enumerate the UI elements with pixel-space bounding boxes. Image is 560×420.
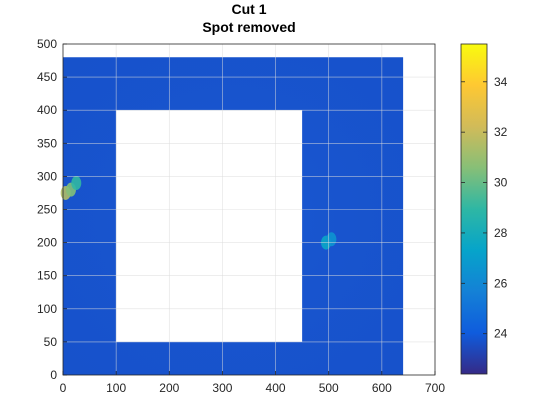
y-tick-label-450: 450	[37, 70, 57, 84]
hotspot-5	[326, 232, 337, 247]
y-tick-label-300: 300	[37, 169, 57, 183]
y-tick-label-500: 500	[37, 37, 57, 51]
hotspot-3	[71, 176, 82, 191]
chart-title-line-1: Cut 1	[231, 1, 267, 17]
chart-title-line-2: Spot removed	[202, 19, 296, 35]
heat-field-shading	[63, 57, 404, 376]
colorbar-tick-label-26: 26	[494, 276, 508, 290]
x-tick-label-600: 600	[372, 381, 392, 395]
colorbar-tick-label-32: 32	[494, 125, 508, 139]
colorbar-tick-label-28: 28	[494, 226, 508, 240]
colorbar-frame	[460, 43, 488, 375]
y-tick-label-400: 400	[37, 103, 57, 117]
x-axis-ticks: 0 100 200 300 400 500 600 700	[60, 371, 445, 395]
y-tick-label-200: 200	[37, 236, 57, 250]
colorbar: 24 26 28 30 32 34	[460, 43, 508, 375]
y-tick-label-150: 150	[37, 269, 57, 283]
grid-lines	[63, 44, 435, 375]
y-tick-label-350: 350	[37, 136, 57, 150]
x-tick-label-0: 0	[60, 381, 67, 395]
colorbar-tick-label-34: 34	[494, 75, 508, 89]
x-tick-label-700: 700	[425, 381, 445, 395]
y-tick-label-100: 100	[37, 302, 57, 316]
x-tick-label-100: 100	[106, 381, 126, 395]
colorbar-tick-label-24: 24	[494, 327, 508, 341]
y-tick-label-50: 50	[44, 335, 58, 349]
x-tick-label-200: 200	[159, 381, 179, 395]
y-axis-ticks: 0 50 100 150 200 250 300 350 400 450 500	[37, 37, 67, 382]
y-tick-label-250: 250	[37, 203, 57, 217]
colorbar-tick-label-30: 30	[494, 176, 508, 190]
x-tick-label-500: 500	[319, 381, 339, 395]
colorbar-gradient	[461, 44, 487, 374]
x-tick-label-300: 300	[212, 381, 232, 395]
y-tick-label-0: 0	[50, 368, 57, 382]
x-tick-label-400: 400	[266, 381, 286, 395]
